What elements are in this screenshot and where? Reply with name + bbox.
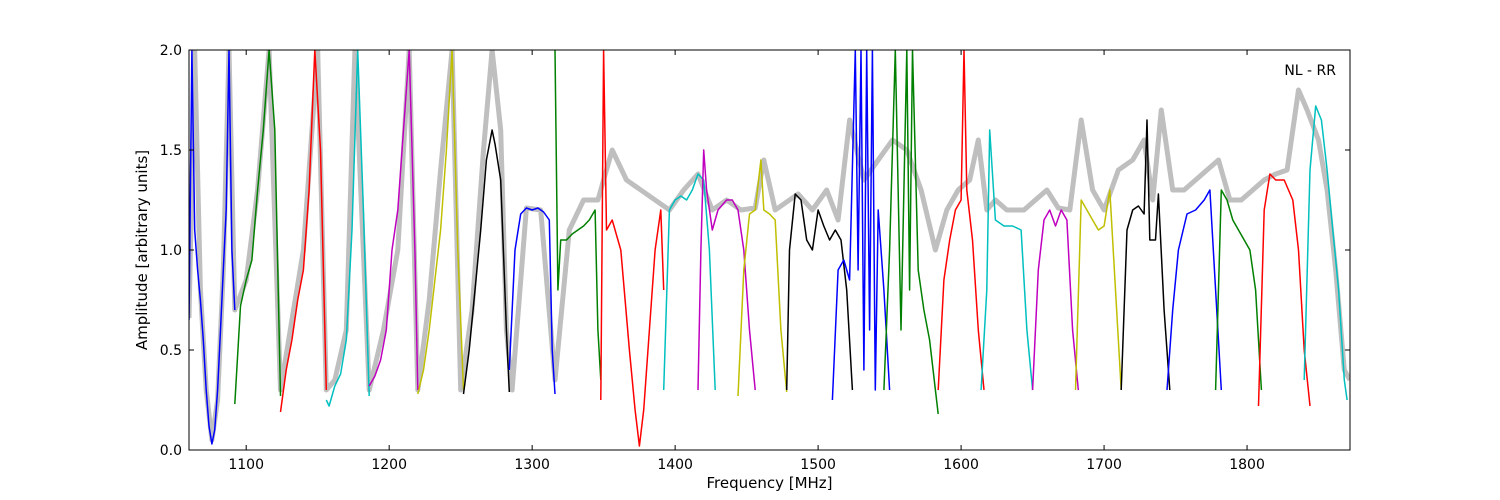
- x-tick-label: 1100: [228, 457, 264, 473]
- series-line-16: [883, 50, 939, 415]
- x-tick-label: 1300: [514, 457, 550, 473]
- series-line-21: [1120, 119, 1171, 391]
- series-line-23: [1214, 189, 1263, 391]
- series-line-15: [831, 50, 891, 401]
- axis-ticks: 1100 1200 1300 1400 1500 1600 1700 1800 0.0 0.5 1.…: [160, 43, 1350, 473]
- chart-annotation: NL - RR: [1284, 63, 1336, 79]
- series-line-25: [1303, 105, 1348, 401]
- series-line-7: [462, 129, 511, 395]
- series-line-11: [662, 173, 716, 391]
- series-line-20: [1074, 189, 1122, 391]
- series-line-22: [1166, 189, 1223, 391]
- series-line-17: [937, 50, 985, 391]
- y-tick-label: 1.5: [160, 143, 182, 159]
- plot-frame: [188, 49, 1351, 451]
- plot-series: [189, 50, 1350, 447]
- series-line-13: [737, 159, 788, 397]
- x-axis-label: Frequency [MHz]: [706, 474, 832, 492]
- series-line-3: [279, 50, 328, 413]
- series-line-10: [600, 50, 665, 447]
- x-tick-label: 1500: [800, 457, 836, 473]
- y-tick-label: 0.5: [160, 343, 182, 359]
- series-line-19: [1031, 209, 1080, 391]
- y-tick-label: 2.0: [160, 43, 182, 59]
- series-line-24: [1257, 173, 1311, 407]
- series-line-9: [554, 50, 602, 381]
- x-tick-label: 1200: [371, 457, 407, 473]
- series-line-18: [980, 129, 1034, 391]
- x-tick-label: 1800: [1229, 457, 1265, 473]
- x-tick-label: 1400: [657, 457, 693, 473]
- series-line-6: [417, 50, 465, 395]
- x-tick-label: 1700: [1086, 457, 1122, 473]
- series-line-2: [234, 50, 282, 405]
- y-axis-label: Amplitude [arbitrary units]: [133, 150, 151, 350]
- series-line-14: [785, 193, 854, 391]
- y-tick-label: 1.0: [160, 243, 182, 259]
- series-line-4: [325, 50, 370, 407]
- x-tick-label: 1600: [943, 457, 979, 473]
- series-line-8: [508, 207, 556, 395]
- series-line-1: [189, 50, 236, 445]
- y-tick-label: 0.0: [160, 443, 182, 459]
- series-line-5: [368, 50, 419, 391]
- background-series-line: [189, 50, 1350, 443]
